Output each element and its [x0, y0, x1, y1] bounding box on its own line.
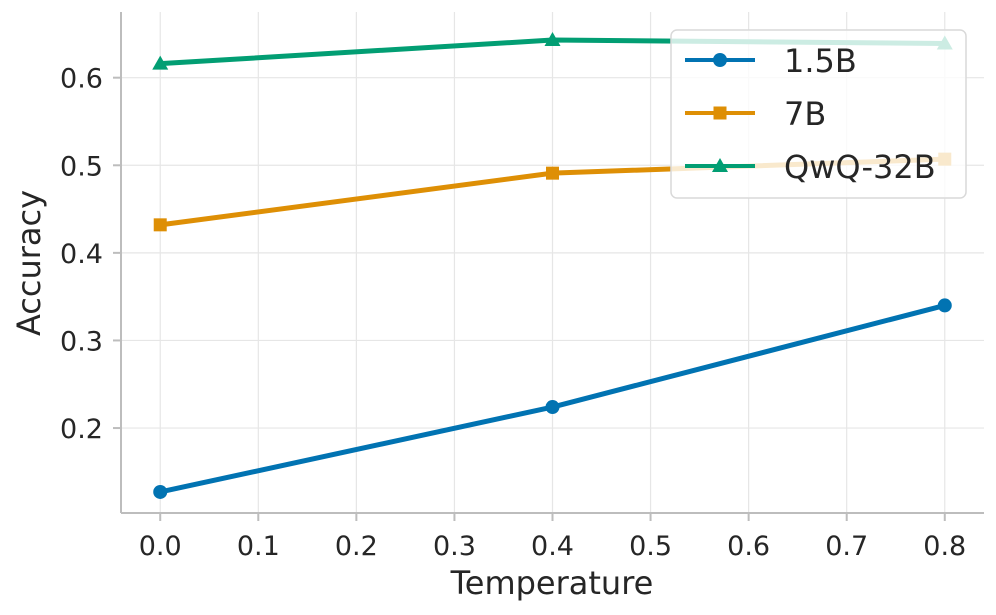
data-point-1-5b	[545, 400, 560, 415]
x-tick-label: 0.8	[923, 531, 966, 562]
legend-label-1-5b: 1.5B	[784, 42, 857, 80]
y-tick-label: 0.2	[60, 414, 103, 445]
x-tick-label: 0.0	[139, 531, 182, 562]
y-tick-label: 0.5	[60, 151, 103, 182]
data-point-qwq-32b	[544, 32, 561, 47]
data-point-qwq-32b	[152, 55, 169, 70]
legend-marker-qwq-32b	[712, 158, 728, 172]
y-tick-label: 0.4	[60, 239, 103, 270]
y-axis-title: Accuracy	[10, 190, 48, 336]
y-tick-label: 0.6	[60, 64, 103, 95]
x-tick-label: 0.4	[531, 531, 574, 562]
legend-entry-7b: 7B	[685, 95, 826, 133]
data-point-7b	[153, 218, 167, 232]
x-tick-label: 0.2	[335, 531, 378, 562]
data-point-1-5b	[937, 298, 952, 313]
data-point-7b	[546, 166, 559, 180]
legend-entry-1-5b: 1.5B	[685, 42, 857, 80]
legend-label-qwq-32b: QwQ-32B	[784, 148, 936, 186]
x-tick-label: 0.1	[237, 531, 280, 562]
legend-entry-qwq-32b: QwQ-32B	[685, 148, 936, 186]
data-point-1-5b	[153, 484, 168, 499]
y-tick-label: 0.3	[60, 326, 103, 357]
legend-box	[670, 29, 967, 199]
x-tick-label: 0.6	[727, 531, 770, 562]
x-tick-label: 0.3	[433, 531, 476, 562]
axis-ticks: 0.0 0.1 0.2 0.3 0.4 0.5 0.6 0.7 0.8 0.2 0.3 0.4 0.5 0…	[60, 64, 966, 562]
legend-label-7b: 7B	[784, 95, 826, 133]
series-1-5b	[153, 298, 952, 499]
x-axis-title: Temperature	[450, 564, 654, 602]
legend: 1.5B 7B QwQ-32B	[670, 29, 967, 199]
legend-marker-1-5b	[713, 53, 727, 67]
legend-marker-7b	[713, 106, 727, 120]
x-tick-label: 0.7	[825, 531, 868, 562]
x-tick-label: 0.5	[629, 531, 672, 562]
